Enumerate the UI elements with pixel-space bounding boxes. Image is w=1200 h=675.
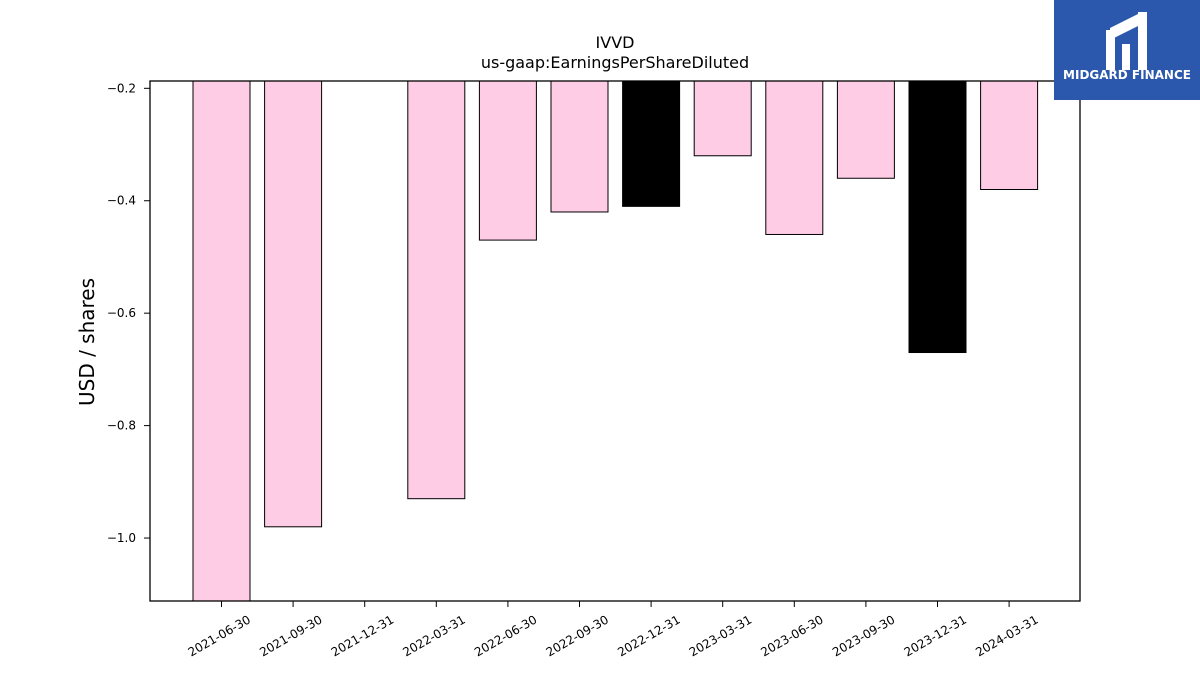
x-tick-label: 2024-03-31 xyxy=(973,612,1040,659)
bar-2021-09-30 xyxy=(264,80,323,528)
x-tick-label: 2022-09-30 xyxy=(544,612,611,659)
x-tick-label: 2021-06-30 xyxy=(186,612,253,659)
bar-2024-03-31 xyxy=(980,80,1039,190)
bar-2023-03-31 xyxy=(693,80,752,157)
logo: MIDGARD FINANCE xyxy=(1054,0,1200,100)
chart-title: IVVD xyxy=(596,33,635,52)
bar-2023-06-30 xyxy=(765,80,824,235)
logo-text: MIDGARD FINANCE xyxy=(1063,68,1191,82)
bar-2022-03-31 xyxy=(407,80,466,500)
y-ticks: −0.2 −0.4 −0.6 −0.8 −1.0 xyxy=(107,81,150,545)
x-tick-label: 2022-12-31 xyxy=(615,612,682,659)
bar-2022-09-30 xyxy=(550,80,609,213)
x-tick-label: 2022-03-31 xyxy=(400,612,467,659)
x-tick-label: 2023-03-31 xyxy=(687,612,754,659)
chart-subtitle: us-gaap:EarningsPerShareDiluted xyxy=(481,53,749,72)
x-tick-label: 2023-12-31 xyxy=(902,612,969,659)
x-tick-label: 2023-09-30 xyxy=(830,612,897,659)
x-tick-label: 2023-06-30 xyxy=(758,612,825,659)
y-tick-label: −0.8 xyxy=(107,419,136,433)
bar-2021-06-30 xyxy=(192,80,251,602)
x-tick-label: 2021-09-30 xyxy=(257,612,324,659)
y-tick-label: −0.4 xyxy=(107,194,136,208)
bar-2023-12-31 xyxy=(908,80,967,354)
bar-2022-06-30 xyxy=(478,80,537,241)
x-ticks: 2021-06-30 2021-09-30 2021-12-31 2022-03-31… xyxy=(186,601,1041,659)
plot-frame xyxy=(149,80,1081,602)
y-tick-label: −1.0 xyxy=(107,531,136,545)
y-axis-label: USD / shares xyxy=(75,278,99,406)
bars xyxy=(192,80,1039,602)
y-tick-label: −0.2 xyxy=(107,81,136,95)
y-tick-label: −0.6 xyxy=(107,306,136,320)
logo-mark-icon xyxy=(1106,12,1147,70)
x-tick-label: 2022-06-30 xyxy=(472,612,539,659)
x-tick-label: 2021-12-31 xyxy=(329,612,396,659)
bar-2022-12-31 xyxy=(622,80,681,207)
bar-2023-09-30 xyxy=(836,80,895,179)
